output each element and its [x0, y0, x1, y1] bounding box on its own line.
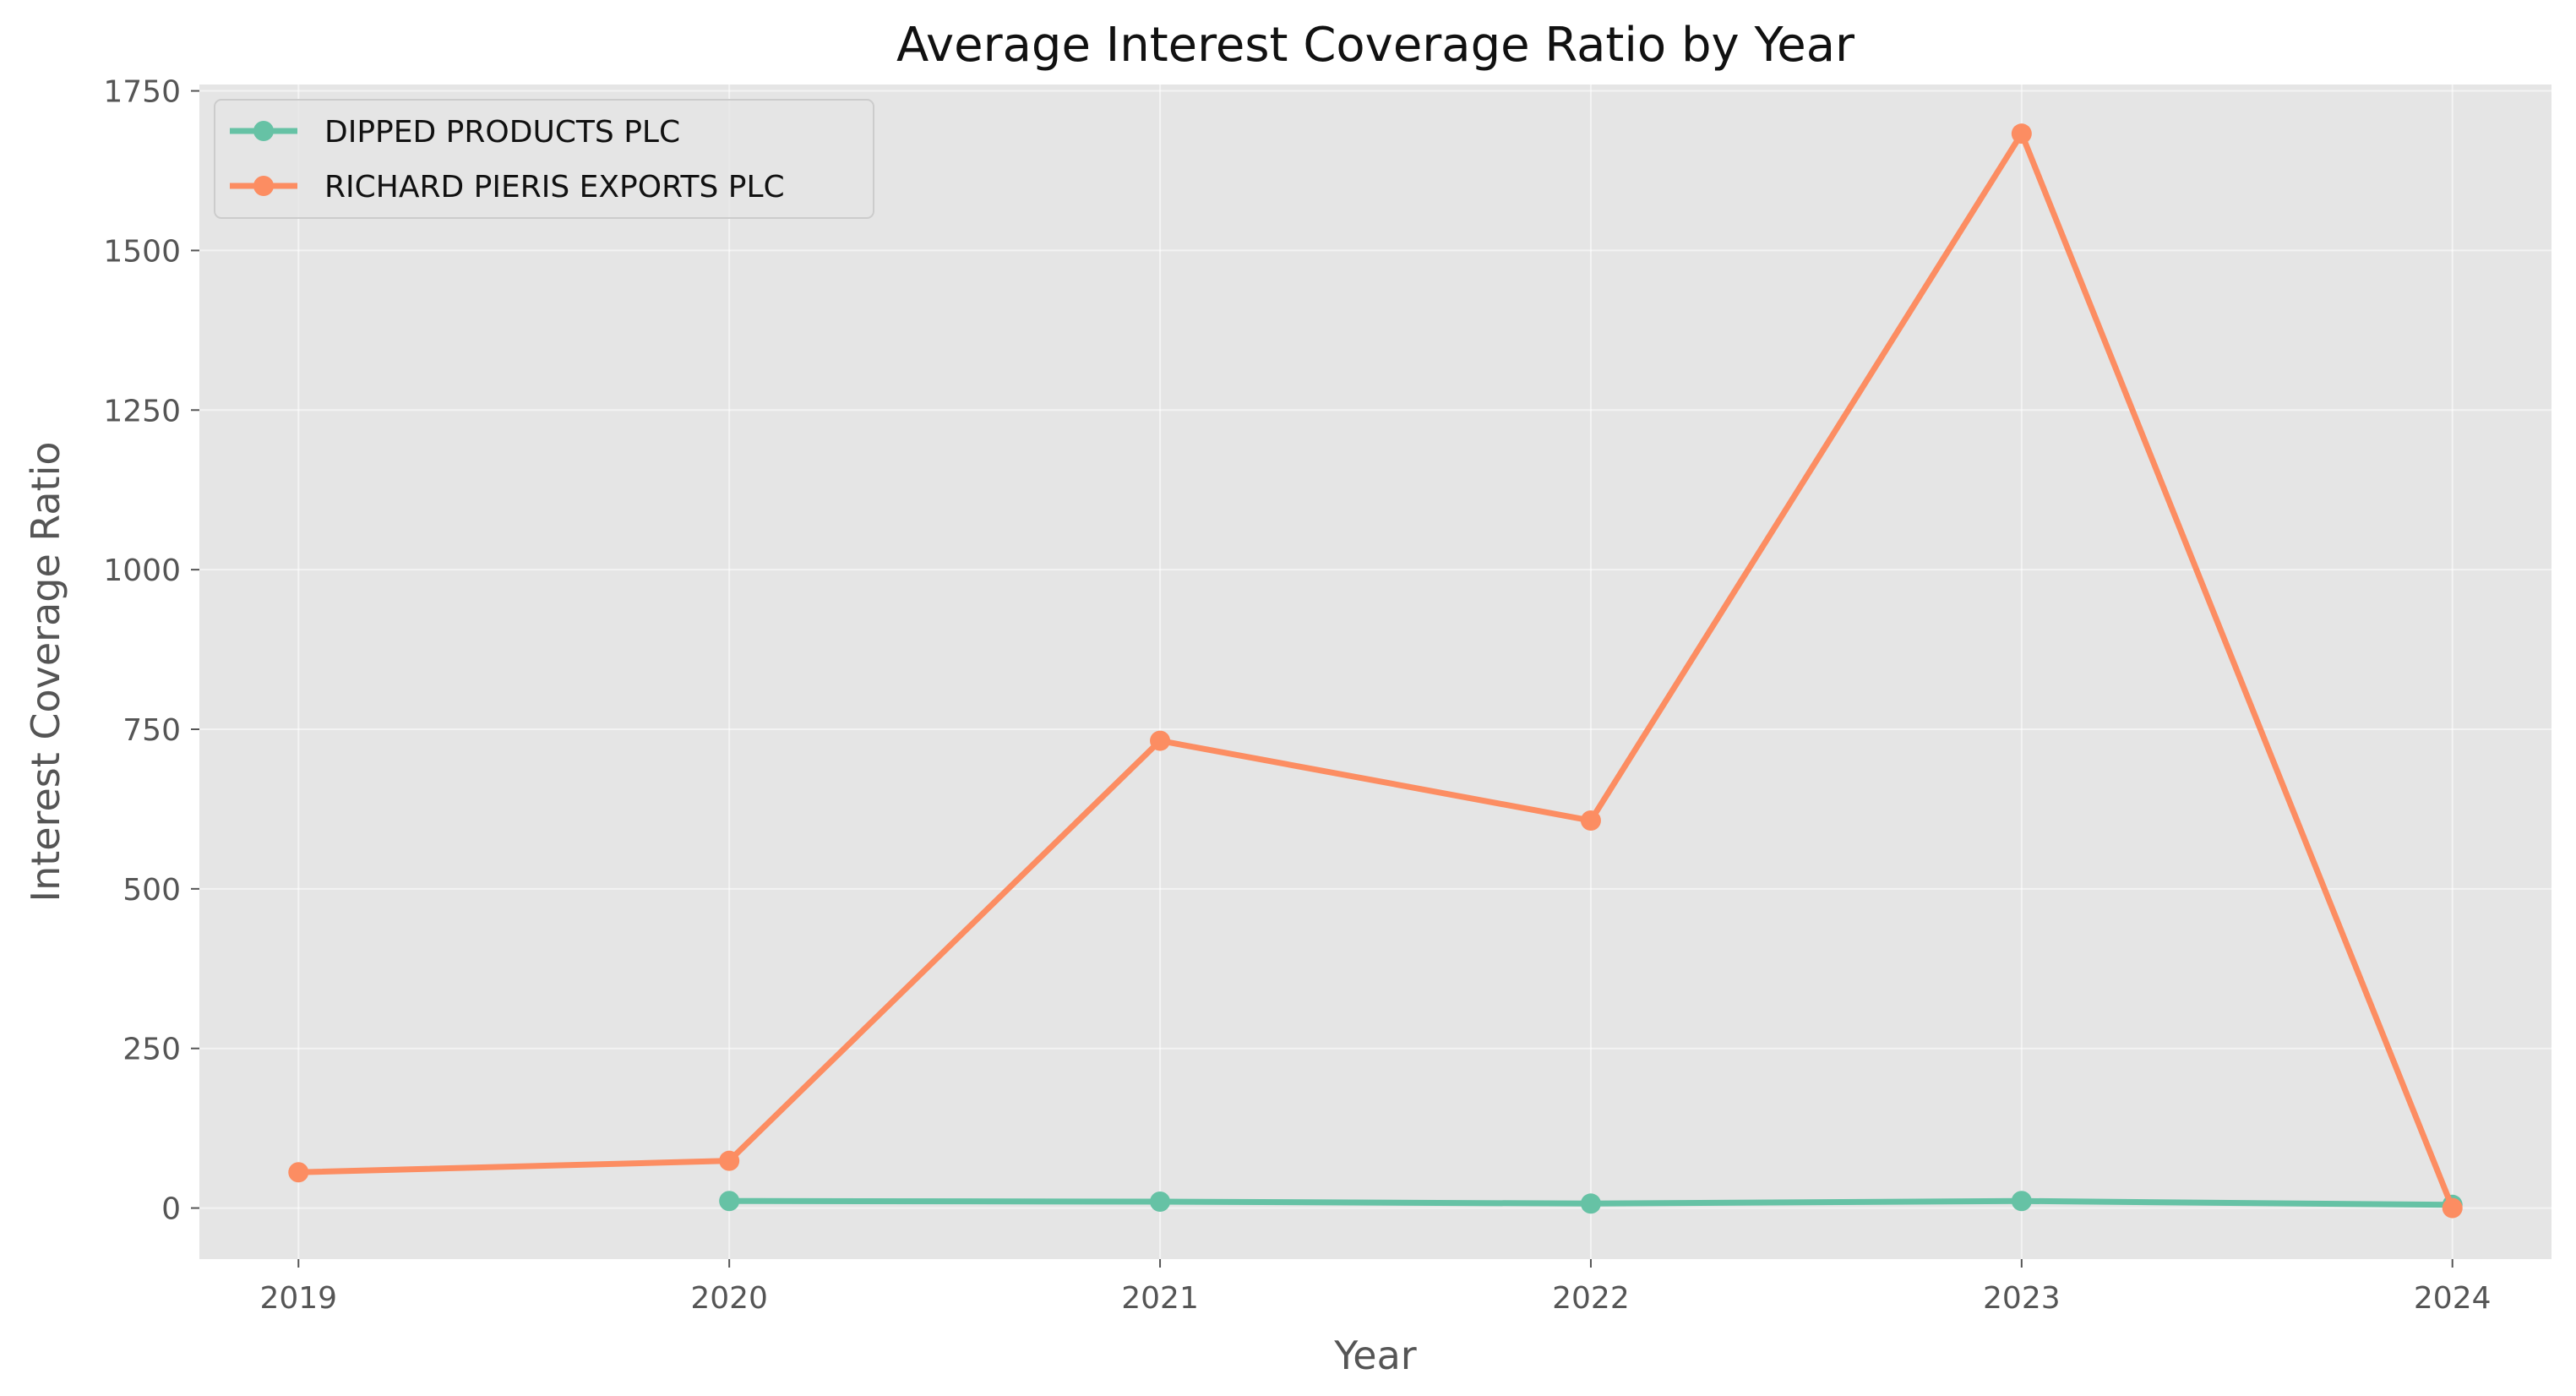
- y-tick-label: 1000: [103, 553, 181, 588]
- data-point-1: [2011, 123, 2032, 145]
- x-tick-label: 2024: [2414, 1281, 2492, 1316]
- y-tick-label: 1250: [103, 394, 181, 428]
- legend-entry-dipped-products: DIPPED PRODUCTS PLC: [324, 115, 680, 150]
- tick-labels: 2019 2020 2021 2022 2023 2024 0 250 500 750 1000 12…: [103, 75, 2491, 1316]
- data-point-0: [2011, 1191, 2032, 1212]
- x-tick-label: 2023: [1983, 1281, 2061, 1316]
- series-line-1: [295, 130, 2456, 1212]
- data-point-1: [288, 1162, 309, 1183]
- data-point-0: [1580, 1193, 1601, 1214]
- x-tick-label: 2022: [1552, 1281, 1630, 1316]
- data-point-1: [1150, 730, 1171, 751]
- y-tick-label: 750: [123, 713, 181, 748]
- plot-area: [199, 85, 2551, 1259]
- x-tick-label: 2019: [259, 1281, 337, 1316]
- legend: DIPPED PRODUCTS PLC RICHARD PIERIS EXPOR…: [214, 99, 874, 219]
- gridlines: [199, 85, 2551, 1259]
- y-tick-label: 0: [161, 1192, 181, 1227]
- legend-swatch-marker: [253, 121, 274, 141]
- series-layer: [288, 123, 2463, 1219]
- x-tick-label: 2020: [690, 1281, 768, 1316]
- y-tick-label: 1500: [103, 234, 181, 269]
- legend-swatch-marker: [253, 176, 274, 196]
- data-point-1: [1580, 810, 1601, 832]
- legend-entry-richard-pieris: RICHARD PIERIS EXPORTS PLC: [324, 170, 785, 204]
- x-axis-label: Year: [1333, 1333, 1416, 1378]
- data-point-0: [1150, 1192, 1171, 1213]
- data-point-1: [2442, 1197, 2463, 1219]
- y-axis-label: Interest Coverage Ratio: [23, 442, 68, 902]
- x-tick-label: 2021: [1121, 1281, 1199, 1316]
- legend-box: [214, 99, 874, 219]
- data-point-1: [719, 1150, 740, 1171]
- chart-title: Average Interest Coverage Ratio by Year: [896, 18, 1855, 73]
- y-tick-label: 500: [123, 873, 181, 908]
- y-tick-label: 1750: [103, 75, 181, 110]
- data-point-0: [719, 1191, 740, 1212]
- y-tick-label: 250: [123, 1033, 181, 1067]
